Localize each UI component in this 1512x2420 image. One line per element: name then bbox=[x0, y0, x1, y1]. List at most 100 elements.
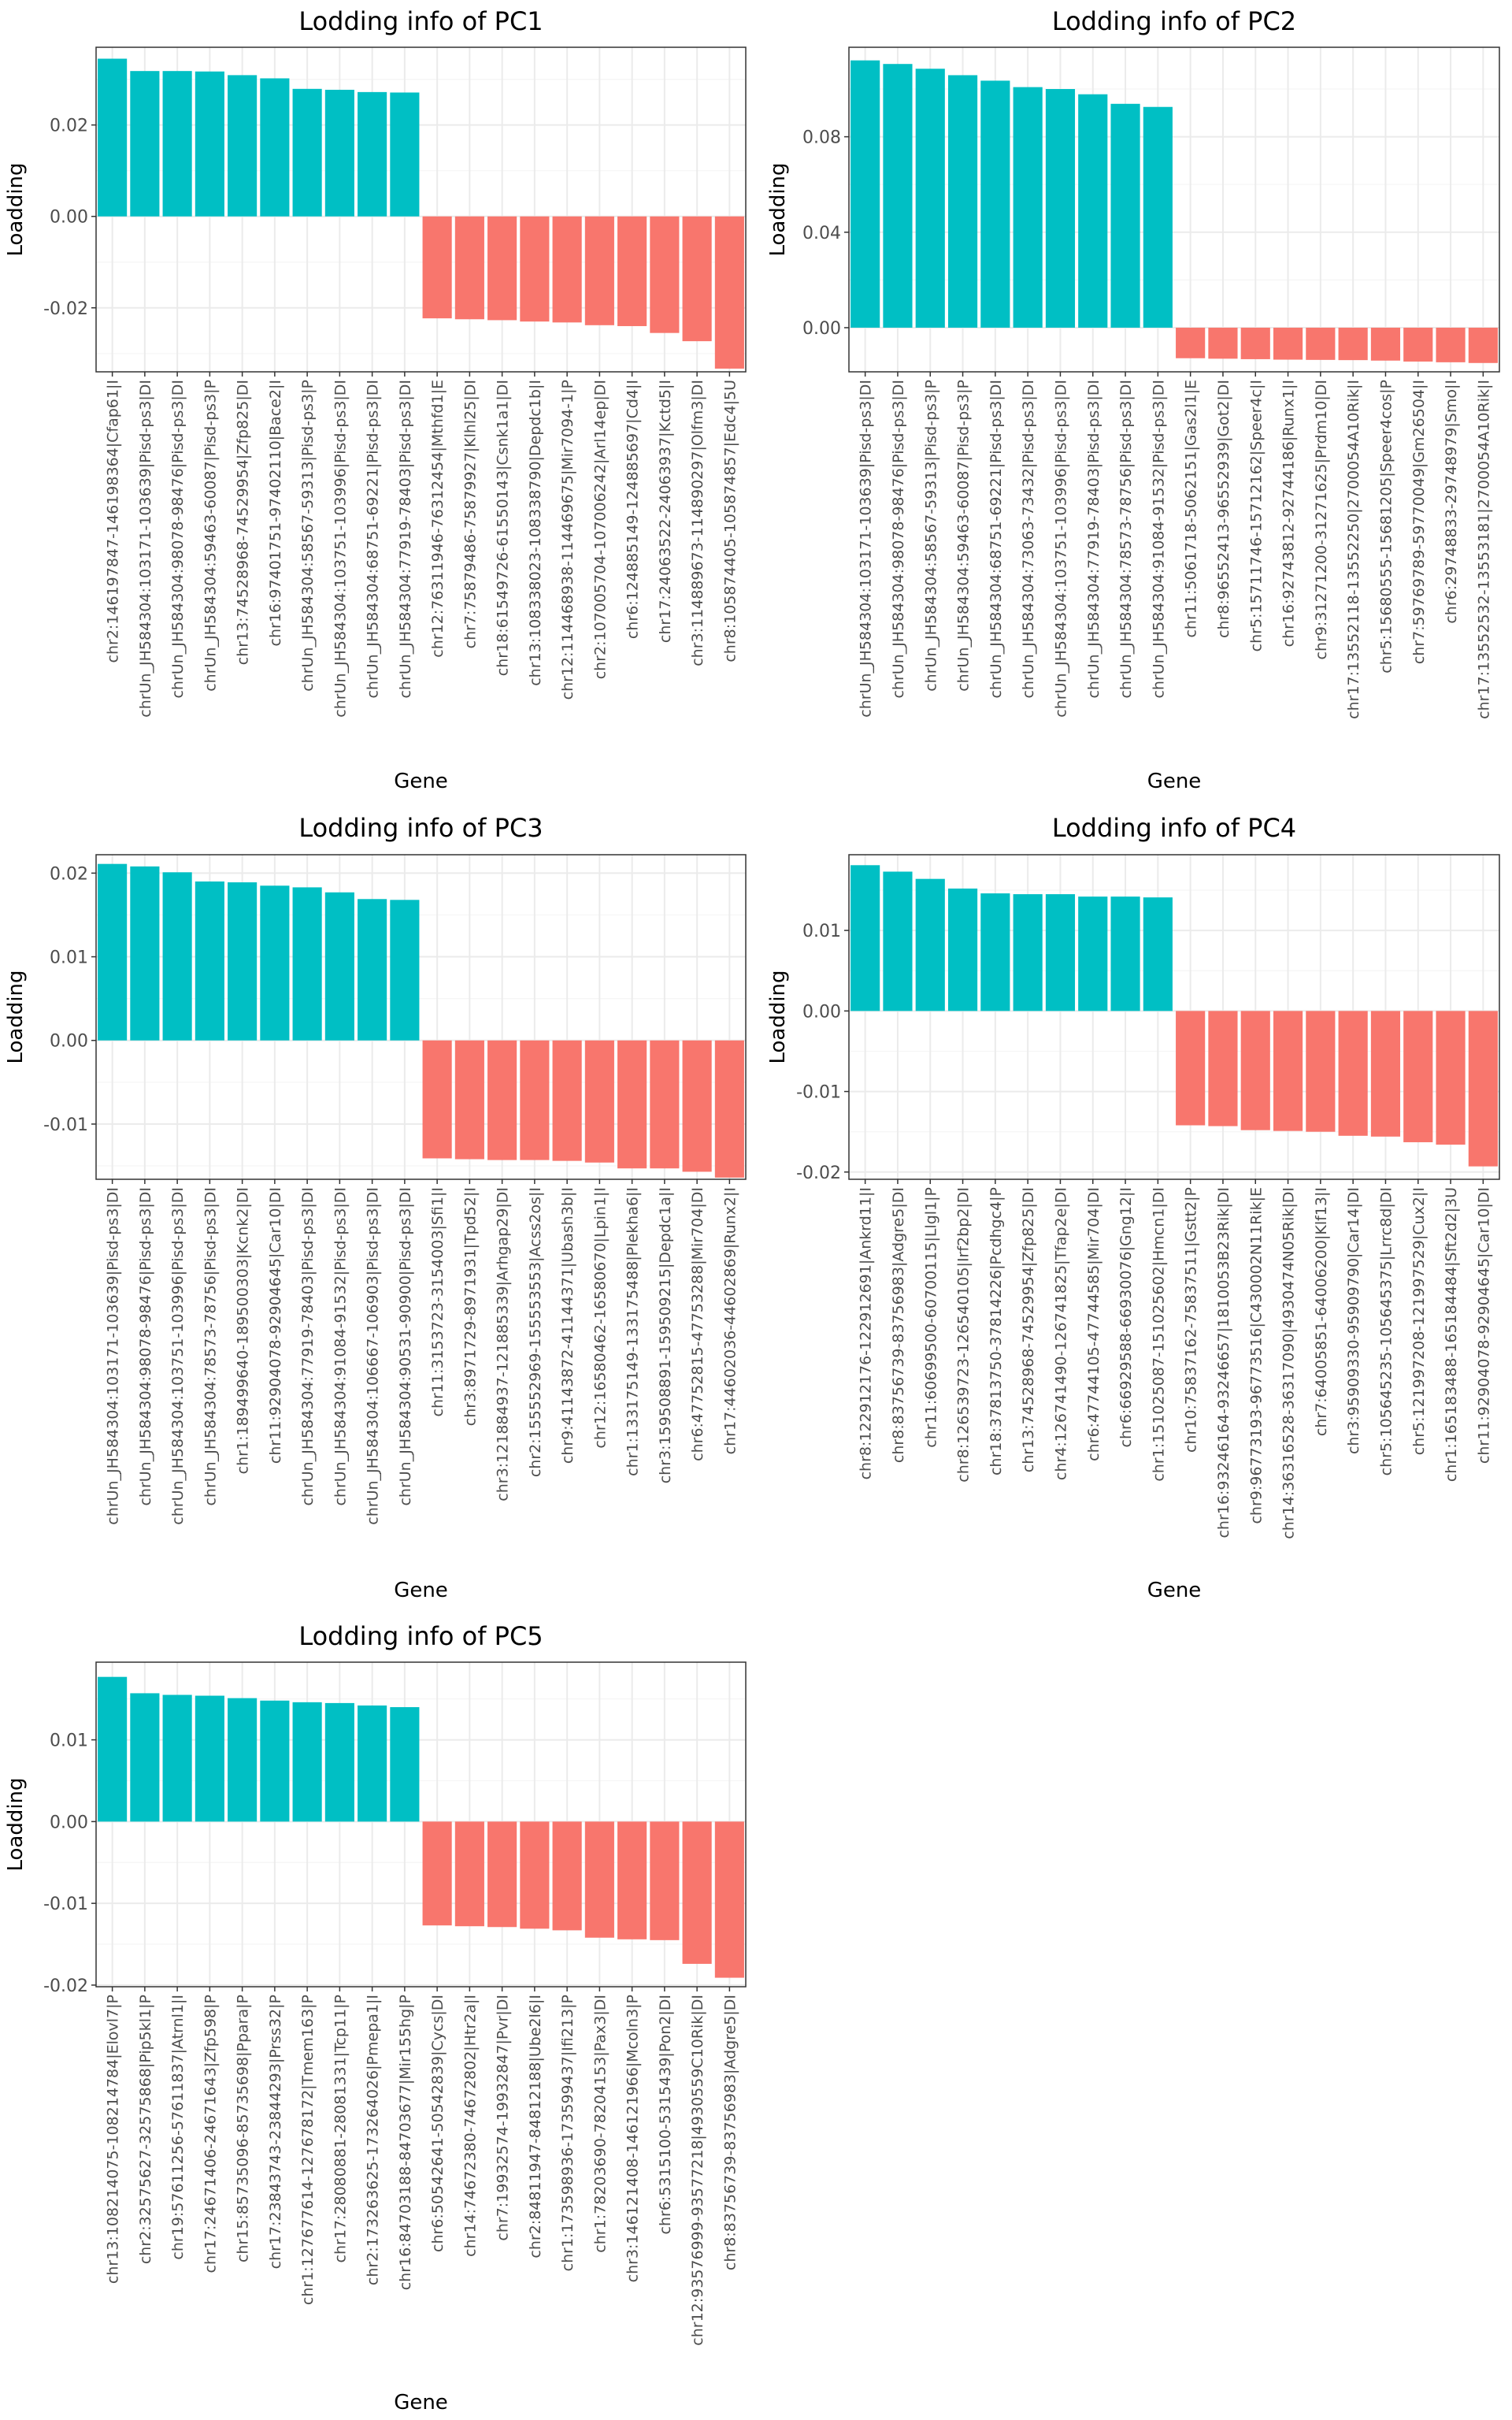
bar-6 bbox=[260, 78, 290, 217]
x-tick-label: chr11:60699500-60700115|Llgl1|P bbox=[922, 1187, 939, 1448]
x-tick-label: chrUn_JH584304:77919-78403|Pisd-ps3|DI bbox=[1085, 380, 1102, 699]
bar-12 bbox=[454, 216, 484, 320]
panel-border bbox=[95, 1661, 747, 1988]
x-tick-label: chrUn_JH584304:103171-103639|Pisd-ps3|DI bbox=[105, 1187, 122, 1525]
panel-border bbox=[95, 46, 747, 373]
bar-14 bbox=[520, 216, 550, 322]
bar-13 bbox=[487, 1821, 517, 1928]
x-tick-label: chr16:84703188-84703677|Mir155hg|P bbox=[397, 1995, 414, 2290]
bar-20 bbox=[714, 1040, 744, 1178]
bar-18 bbox=[1403, 1011, 1433, 1142]
bar-8 bbox=[324, 1702, 354, 1822]
x-tick-label: chr11:92904078-92904645|Car10|DI bbox=[267, 1187, 284, 1464]
bar-10 bbox=[390, 92, 420, 217]
bar-3 bbox=[162, 872, 192, 1041]
bar-7 bbox=[292, 88, 322, 217]
bar-1 bbox=[98, 58, 128, 217]
bar-7 bbox=[292, 887, 322, 1041]
panel-background bbox=[96, 855, 746, 1179]
x-tick-label: chr13:74528968-74529954|Zfp825|DI bbox=[1020, 1187, 1037, 1472]
y-tick-label: 0.01 bbox=[802, 922, 841, 941]
x-tick-label: chr11:3153723-3154003|Sfi1|I bbox=[429, 1187, 447, 1417]
panel-border bbox=[848, 854, 1500, 1180]
bar-20 bbox=[714, 216, 744, 369]
y-tick-label: 0.04 bbox=[802, 224, 841, 243]
bar-18 bbox=[650, 1821, 680, 1940]
x-tick-label: chr18:37813750-37814226|Pcdhgc4|P bbox=[988, 1187, 1005, 1475]
bar-3 bbox=[162, 71, 192, 217]
bar-11 bbox=[1176, 327, 1206, 358]
y-tick-label: -0.02 bbox=[43, 1976, 88, 1996]
bar-2 bbox=[130, 71, 160, 217]
x-tick-label: chr8:96552413-96552939|Got2|DI bbox=[1215, 380, 1232, 638]
x-tick-label: chrUn_JH584304:103171-103639|Pisd-ps3|DI bbox=[137, 380, 154, 718]
x-tick-label: chr6:47752815-47753288|Mir704|DI bbox=[689, 1187, 706, 1461]
x-tick-label: chrUn_JH584304:91084-91532|Pisd-ps3|DI bbox=[332, 1187, 349, 1506]
x-tick-label: chr5:15711746-15712162|Speer4c|I bbox=[1247, 380, 1265, 651]
x-tick-label: chr2:146197847-146198364|Cfap61|I bbox=[105, 380, 122, 663]
y-tick-label: 0.00 bbox=[802, 1002, 841, 1022]
y-axis-title: Loadding bbox=[4, 162, 28, 256]
bar-15 bbox=[1306, 327, 1336, 360]
x-tick-label: chrUn_JH584304:106667-106903|Pisd-ps3|DI bbox=[365, 1187, 382, 1525]
x-tick-label: chr9:31271200-31271625|Prdm10|DI bbox=[1313, 380, 1330, 659]
x-tick-label: chr12:16580462-16580670|Lpin1|I bbox=[591, 1187, 609, 1449]
bar-6 bbox=[260, 1700, 290, 1822]
panel-background bbox=[96, 47, 746, 372]
x-tick-label: chr5:105645235-105645375|Lrrc8d|DI bbox=[1377, 1187, 1395, 1475]
x-axis-title: Gene bbox=[1147, 1579, 1202, 1602]
x-tick-label: chr3:114889673-114890297|Olfm3|DI bbox=[689, 380, 706, 666]
bar-19 bbox=[682, 1821, 712, 1964]
x-tick-label: chr12:114468938-114469675|Mir7094-1|P bbox=[559, 380, 576, 700]
x-tick-label: chrUn_JH584304:103751-103996|Pisd-ps3|DI bbox=[169, 1187, 187, 1525]
x-tick-label: chrUn_JH584304:59463-60087|Pisd-ps3|P bbox=[955, 380, 973, 692]
x-tick-label: chrUn_JH584304:78573-78756|Pisd-ps3|DI bbox=[202, 1187, 219, 1506]
bar-12 bbox=[1208, 1011, 1238, 1126]
x-tick-label: chr13:108214075-108214784|Elovl7|P bbox=[105, 1995, 122, 2284]
x-tick-label: chr8:126539723-126540105|Irf2bp2|DI bbox=[955, 1187, 973, 1483]
x-tick-label: chr12:76311946-76312454|Mthfd1|E bbox=[429, 380, 447, 658]
x-tick-label: chr11:92904078-92904645|Car10|DI bbox=[1475, 1187, 1492, 1464]
bar-7 bbox=[292, 1702, 322, 1822]
bar-6 bbox=[260, 885, 290, 1041]
x-tick-label: chr7:64005851-64006200|Klf13|I bbox=[1313, 1187, 1330, 1436]
bar-2 bbox=[883, 64, 913, 328]
bar-9 bbox=[1110, 896, 1140, 1011]
x-tick-label: chr5:15680555-15681205|Speer4cos|P bbox=[1377, 380, 1395, 674]
x-tick-label: chr16:92743812-92744186|Runx1|I bbox=[1280, 380, 1298, 647]
x-axis-title: Gene bbox=[1147, 770, 1202, 793]
x-tick-label: chr19:57611256-57611837|Atrnl1|I bbox=[169, 1995, 187, 2260]
x-tick-label: chrUn_JH584304:58567-59313|Pisd-ps3|P bbox=[299, 380, 317, 692]
bar-1 bbox=[98, 863, 128, 1041]
x-tick-label: chr1:133175149-133175488|Plekha6|I bbox=[624, 1187, 642, 1476]
bar-3 bbox=[162, 1694, 192, 1822]
y-tick-label: 0.00 bbox=[50, 208, 88, 228]
bar-19 bbox=[1436, 1011, 1466, 1145]
bar-6 bbox=[1013, 87, 1043, 328]
x-tick-label: chrUn_JH584304:103751-103996|Pisd-ps3|DI bbox=[1052, 380, 1069, 718]
bar-17 bbox=[1370, 1011, 1401, 1137]
y-tick-label: -0.01 bbox=[796, 1083, 841, 1103]
bar-18 bbox=[650, 1040, 680, 1169]
chart-title: Lodding info of PC4 bbox=[1052, 813, 1296, 843]
bar-16 bbox=[584, 216, 614, 325]
x-tick-label: chr3:146121408-146121966|Mcoln3|P bbox=[624, 1995, 642, 2282]
y-tick-label: 0.02 bbox=[50, 864, 88, 884]
x-tick-label: chr2:173263625-173264026|Pmepa1|I bbox=[365, 1995, 382, 2285]
x-tick-label: chrUn_JH584304:90531-90900|Pisd-ps3|DI bbox=[397, 1187, 414, 1506]
bar-11 bbox=[422, 1040, 452, 1159]
bar-2 bbox=[883, 871, 913, 1011]
bar-16 bbox=[584, 1821, 614, 1938]
bar-10 bbox=[1143, 106, 1173, 328]
x-tick-label: chr6:47744105-47744585|Mir704|DI bbox=[1085, 1187, 1102, 1461]
x-axis-title: Gene bbox=[394, 2391, 448, 2414]
x-tick-label: chr16:93246164-93246657|1810053B23Rik|DI bbox=[1215, 1187, 1232, 1538]
x-tick-label: chr15:85735096-85735698|Ppara|P bbox=[235, 1995, 252, 2262]
y-axis-title: Loadding bbox=[766, 970, 790, 1063]
bar-4 bbox=[195, 1695, 224, 1822]
x-tick-label: chrUn_JH584304:68751-69221|Pisd-ps3|DI bbox=[365, 380, 382, 699]
x-tick-label: chr10:75837162-75837511|Gstt2|P bbox=[1183, 1187, 1200, 1453]
bar-10 bbox=[390, 900, 420, 1041]
bar-15 bbox=[1306, 1011, 1336, 1132]
x-tick-label: chr18:61549726-61550143|Csnk1a1|DI bbox=[495, 380, 512, 676]
